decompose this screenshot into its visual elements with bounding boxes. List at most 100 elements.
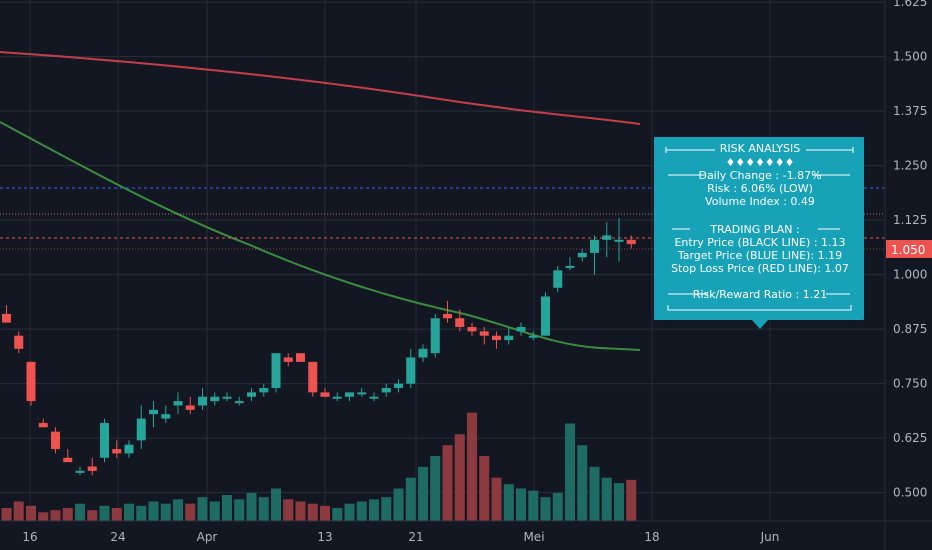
candle-body — [271, 353, 281, 389]
volume-bar — [222, 495, 232, 521]
volume-bar — [87, 510, 98, 521]
volume-bar — [258, 497, 269, 521]
volume-bar — [271, 488, 281, 521]
ma-short-line — [0, 121, 641, 351]
risk-text: Risk : 6.06% (LOW) — [707, 182, 813, 195]
candle-body — [357, 392, 367, 395]
volume-bar — [552, 492, 563, 521]
volume-bar — [503, 484, 514, 521]
volume-bar — [516, 488, 526, 521]
volume-bar — [246, 492, 257, 521]
volume-bar — [589, 466, 600, 521]
candle-body — [590, 239, 599, 253]
volume-bar — [38, 512, 49, 521]
entry-price-text: Entry Price (BLACK LINE) : 1.13 — [674, 236, 845, 249]
volume-bar — [136, 505, 147, 521]
candle-body — [394, 383, 403, 389]
volume-bar — [160, 503, 171, 521]
volume-bar — [614, 483, 624, 521]
candle-body — [479, 331, 489, 336]
risk-reward-text: Risk/Reward Ratio : 1.21 — [693, 288, 827, 301]
volume-bar — [283, 499, 294, 521]
candle-body — [602, 235, 612, 240]
candle-body — [26, 361, 36, 402]
volume-bar — [626, 479, 637, 521]
candle-body — [541, 296, 550, 336]
volume-bar — [185, 503, 196, 521]
x-tick-label: 16 — [22, 530, 37, 544]
volume-bar — [75, 503, 85, 521]
y-tick-label: 1.250 — [893, 159, 927, 173]
volume-bar — [356, 501, 367, 521]
volume-bar — [577, 445, 588, 521]
x-tick-label: Jun — [760, 530, 780, 544]
y-tick-label: 1.125 — [893, 213, 927, 227]
candle-body — [345, 392, 354, 397]
candle-body — [222, 396, 232, 399]
volume-bar — [405, 477, 416, 521]
volume-bar — [148, 501, 159, 521]
panel-title: RISK ANALYSIS — [720, 142, 800, 155]
candle-body — [381, 388, 391, 393]
volume-bars — [1, 412, 637, 521]
candle-body — [173, 401, 183, 406]
y-tick-label: 0.500 — [893, 486, 927, 500]
volume-bar — [234, 499, 245, 521]
volume-bar — [307, 503, 318, 521]
volume-bar — [1, 508, 12, 521]
candle-body — [136, 418, 146, 441]
x-tick-label: 21 — [408, 530, 423, 544]
candle-body — [247, 392, 256, 397]
panel-diamonds: ♦♦♦♦♦♦♦ — [725, 156, 794, 169]
grid-lines — [0, 0, 885, 521]
candle-body — [430, 318, 440, 354]
y-tick-label: 1.375 — [893, 104, 927, 118]
volume-bar — [13, 501, 24, 521]
candle-body — [308, 361, 318, 393]
candle-body — [467, 326, 477, 332]
candle-body — [577, 252, 587, 258]
volume-bar — [565, 423, 575, 521]
last-price-badge: 1.050 — [886, 240, 932, 258]
volume-bar — [601, 477, 612, 521]
volume-bar — [393, 488, 404, 521]
y-tick-label: 0.875 — [893, 322, 927, 336]
volume-bar — [540, 497, 551, 521]
candle-body — [528, 335, 538, 338]
x-tick-label: 18 — [644, 530, 659, 544]
candle-body — [100, 422, 109, 458]
x-tick-label: 13 — [317, 530, 332, 544]
candle-body — [210, 396, 220, 402]
candle-body — [2, 313, 11, 323]
x-tick-label: Mei — [523, 530, 544, 544]
volume-bar — [295, 501, 306, 521]
candle-body — [112, 449, 122, 454]
volume-bar — [381, 497, 392, 521]
risk-analysis-panel: RISK ANALYSIS ♦♦♦♦♦♦♦ Daily Change : -1.… — [654, 137, 864, 329]
candle-body — [234, 401, 244, 404]
y-tick-label: 0.625 — [893, 431, 927, 445]
volume-bar — [418, 466, 428, 521]
candle-body — [124, 444, 134, 454]
y-tick-label: 1.625 — [893, 0, 927, 9]
y-tick-label: 1.000 — [893, 268, 927, 282]
candle-body — [259, 388, 269, 393]
volume-bar — [99, 505, 110, 521]
candle-body — [149, 409, 158, 415]
candle-body — [516, 326, 526, 332]
volume-bar — [467, 412, 477, 521]
last-price-label: 1.050 — [891, 243, 925, 257]
volume-bar — [491, 477, 502, 521]
candle-body — [87, 466, 97, 471]
volume-bar — [332, 508, 343, 521]
time-axis[interactable]: 16 24 Apr 13 21 Mei 18 Jun — [22, 530, 779, 544]
candle-body — [161, 414, 171, 419]
volume-bar — [62, 508, 73, 521]
target-price-text: Target Price (BLUE LINE): 1.19 — [677, 249, 842, 262]
candle-body — [553, 270, 563, 288]
price-axis[interactable]: 0.500 0.625 0.750 0.875 1.000 1.125 1.250 1.375… — [893, 0, 927, 500]
volume-bar — [479, 456, 490, 521]
volume-bar — [442, 445, 453, 521]
x-tick-label: 24 — [110, 530, 125, 544]
